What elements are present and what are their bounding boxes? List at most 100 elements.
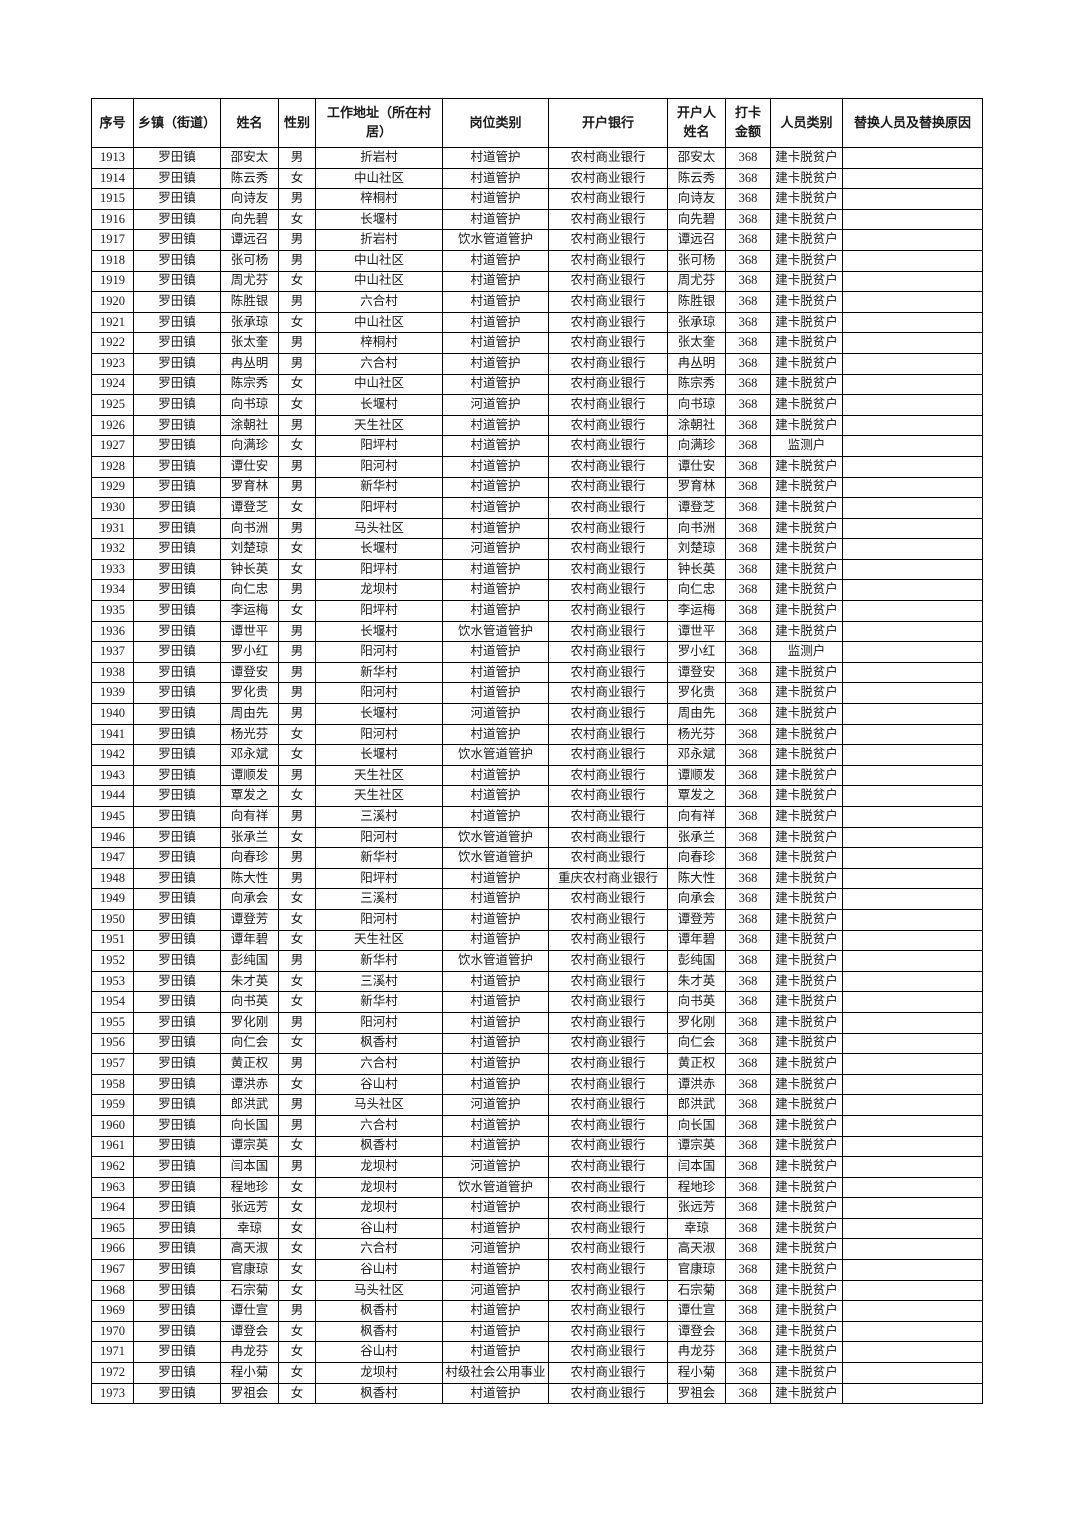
cell-job: 村道管护 xyxy=(442,558,549,581)
cell-address: 龙坝村 xyxy=(315,1197,443,1219)
cell-bank: 农村商业银行 xyxy=(548,1238,668,1261)
table-row: 1969 罗田镇 谭仕宣男枫香村 村道管护 农村商业银行 谭仕宣 368 建卡脱贫户 xyxy=(91,1300,983,1322)
cell-name: 向书洲 xyxy=(220,517,279,540)
cell-category: 建卡脱贫户 xyxy=(770,373,843,396)
cell-township: 罗田镇 xyxy=(133,1114,221,1137)
cell-address: 枫香村 xyxy=(315,1032,443,1055)
cell-replacement xyxy=(842,352,983,375)
cell-gender: 女 xyxy=(278,1176,316,1199)
cell-name: 谭登安 xyxy=(220,661,279,684)
cell-amount: 368 xyxy=(725,352,771,375)
cell-index: 1943 xyxy=(91,764,134,787)
cell-account_name: 向长国 xyxy=(667,1114,726,1137)
cell-name: 谭登芳 xyxy=(220,908,279,931)
cell-gender: 女 xyxy=(278,908,316,931)
cell-index: 1960 xyxy=(91,1114,134,1137)
cell-address: 龙坝村 xyxy=(315,1362,443,1384)
cell-replacement xyxy=(842,1217,983,1240)
cell-gender: 女 xyxy=(278,970,316,993)
cell-account_name: 向有祥 xyxy=(667,806,726,828)
cell-index: 1969 xyxy=(91,1300,134,1322)
cell-name: 罗小红 xyxy=(220,641,279,663)
cell-address: 梓桐村 xyxy=(315,332,443,354)
cell-job: 村道管护 xyxy=(442,908,549,931)
cell-address: 长堰村 xyxy=(315,394,443,416)
cell-amount: 368 xyxy=(725,208,771,231)
cell-job: 村道管护 xyxy=(442,867,549,890)
cell-account_name: 向满珍 xyxy=(667,435,726,457)
table-row: 1968 罗田镇 石宗菊女马头社区 河道管护 农村商业银行 石宗菊 368 建卡脱贫户 xyxy=(91,1279,983,1302)
cell-category: 建卡脱贫户 xyxy=(770,929,843,952)
cell-address: 龙坝村 xyxy=(315,1156,443,1178)
col-header-index: 序号 xyxy=(91,98,134,148)
cell-account_name: 冉龙芬 xyxy=(667,1341,726,1364)
cell-name: 冉龙芬 xyxy=(220,1341,279,1364)
cell-index: 1916 xyxy=(91,208,134,231)
cell-bank: 农村商业银行 xyxy=(548,517,668,540)
cell-address: 六合村 xyxy=(315,1053,443,1075)
cell-name: 周由先 xyxy=(220,703,279,725)
cell-category: 建卡脱贫户 xyxy=(770,888,843,910)
cell-job: 河道管护 xyxy=(442,1238,549,1261)
cell-township: 罗田镇 xyxy=(133,1032,221,1055)
cell-index: 1939 xyxy=(91,682,134,705)
cell-index: 1926 xyxy=(91,414,134,437)
cell-account_name: 谭登安 xyxy=(667,661,726,684)
cell-name: 向先碧 xyxy=(220,208,279,231)
cell-gender: 男 xyxy=(278,1300,316,1322)
cell-index: 1928 xyxy=(91,455,134,478)
cell-index: 1942 xyxy=(91,744,134,766)
cell-account_name: 向仁忠 xyxy=(667,579,726,602)
cell-township: 罗田镇 xyxy=(133,970,221,993)
cell-address: 梓桐村 xyxy=(315,188,443,210)
cell-township: 罗田镇 xyxy=(133,517,221,540)
cell-bank: 农村商业银行 xyxy=(548,352,668,375)
cell-name: 谭洪赤 xyxy=(220,1073,279,1096)
cell-index: 1941 xyxy=(91,723,134,746)
cell-index: 1938 xyxy=(91,661,134,684)
table-row: 1958 罗田镇 谭洪赤女谷山村 村道管护 农村商业银行 谭洪赤 368 建卡脱贫户 xyxy=(91,1073,983,1096)
cell-name: 刘楚琼 xyxy=(220,538,279,560)
cell-bank: 农村商业银行 xyxy=(548,826,668,849)
cell-name: 陈宗秀 xyxy=(220,373,279,396)
cell-bank: 农村商业银行 xyxy=(548,208,668,231)
cell-name: 闫本国 xyxy=(220,1156,279,1178)
cell-bank: 农村商业银行 xyxy=(548,1156,668,1178)
cell-name: 罗化刚 xyxy=(220,1011,279,1034)
cell-address: 中山社区 xyxy=(315,311,443,334)
cell-replacement xyxy=(842,476,983,499)
table-row: 1920 罗田镇 陈胜银男六合村 村道管护 农村商业银行 陈胜银 368 建卡脱贫户 xyxy=(91,291,983,313)
cell-name: 张承兰 xyxy=(220,826,279,849)
cell-name: 程地珍 xyxy=(220,1176,279,1199)
table-row: 1957 罗田镇 黄正权男六合村 村道管护 农村商业银行 黄正权 368 建卡脱贫户 xyxy=(91,1053,983,1075)
cell-amount: 368 xyxy=(725,1032,771,1055)
cell-replacement xyxy=(842,682,983,705)
cell-index: 1962 xyxy=(91,1156,134,1178)
cell-name: 陈大性 xyxy=(220,867,279,890)
cell-amount: 368 xyxy=(725,167,771,190)
cell-gender: 男 xyxy=(278,1011,316,1034)
cell-bank: 农村商业银行 xyxy=(548,249,668,272)
cell-replacement xyxy=(842,764,983,787)
cell-township: 罗田镇 xyxy=(133,311,221,334)
cell-name: 张可杨 xyxy=(220,249,279,272)
cell-gender: 男 xyxy=(278,188,316,210)
cell-index: 1947 xyxy=(91,847,134,869)
cell-name: 涂朝社 xyxy=(220,414,279,437)
cell-job: 村道管护 xyxy=(442,991,549,1013)
cell-index: 1971 xyxy=(91,1341,134,1364)
cell-address: 阳坪村 xyxy=(315,558,443,581)
cell-gender: 女 xyxy=(278,888,316,910)
cell-address: 阳坪村 xyxy=(315,497,443,519)
cell-address: 六合村 xyxy=(315,1114,443,1137)
cell-address: 枫香村 xyxy=(315,1382,443,1405)
cell-name: 罗育林 xyxy=(220,476,279,499)
table-row: 1946 罗田镇 张承兰女阳河村 饮水管道管护 农村商业银行 张承兰 368 建卡脱贫户 xyxy=(91,826,983,849)
cell-name: 周尤芬 xyxy=(220,270,279,293)
cell-job: 河道管护 xyxy=(442,1094,549,1116)
cell-bank: 农村商业银行 xyxy=(548,311,668,334)
cell-township: 罗田镇 xyxy=(133,908,221,931)
cell-township: 罗田镇 xyxy=(133,373,221,396)
cell-index: 1956 xyxy=(91,1032,134,1055)
table-row: 1952 罗田镇 彭纯国男新华村 饮水管道管护 农村商业银行 彭纯国 368 建卡脱贫户 xyxy=(91,950,983,972)
